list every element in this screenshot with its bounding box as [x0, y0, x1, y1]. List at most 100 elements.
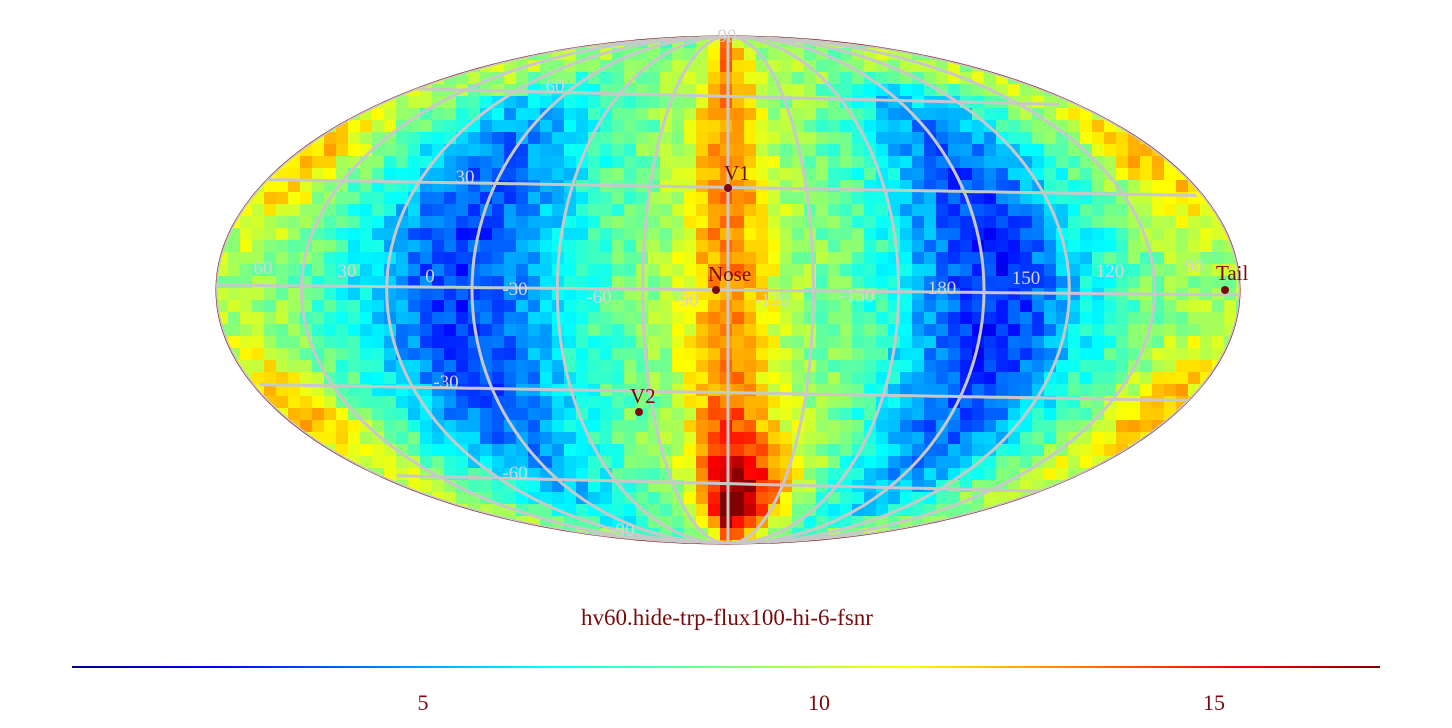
flux-pixel [948, 300, 961, 313]
flux-pixel [720, 216, 733, 229]
flux-pixel [1212, 228, 1225, 241]
flux-pixel [708, 60, 721, 73]
flux-pixel [996, 216, 1009, 229]
flux-pixel [1224, 264, 1237, 277]
flux-pixel [348, 264, 361, 277]
flux-pixel [696, 384, 709, 397]
flux-pixel [516, 108, 529, 121]
flux-pixel [1056, 144, 1069, 157]
flux-pixel [936, 264, 949, 277]
flux-pixel [240, 312, 253, 325]
flux-pixel [912, 84, 925, 97]
flux-pixel [924, 420, 937, 433]
flux-pixel [1200, 240, 1213, 253]
flux-pixel [1164, 348, 1177, 361]
flux-pixel [312, 252, 325, 265]
flux-pixel [516, 168, 529, 181]
flux-pixel [996, 420, 1009, 433]
map-title: hv60.hide-trp-flux100-hi-6-fsnr [581, 605, 873, 630]
flux-pixel [948, 276, 961, 289]
flux-pixel [768, 312, 781, 325]
flux-pixel [540, 528, 553, 541]
flux-pixel [696, 300, 709, 313]
flux-pixel [912, 144, 925, 157]
flux-pixel [984, 492, 997, 505]
flux-pixel [492, 324, 505, 337]
flux-pixel [228, 288, 241, 301]
flux-pixel [816, 240, 829, 253]
flux-pixel [528, 240, 541, 253]
flux-pixel [876, 228, 889, 241]
flux-pixel [516, 264, 529, 277]
flux-pixel [432, 216, 445, 229]
flux-pixel [744, 84, 757, 97]
flux-pixel [300, 360, 313, 373]
flux-pixel [684, 312, 697, 325]
flux-pixel [672, 360, 685, 373]
flux-pixel [708, 348, 721, 361]
flux-pixel [768, 228, 781, 241]
flux-pixel [408, 264, 421, 277]
flux-pixel [660, 204, 673, 217]
flux-pixel [432, 252, 445, 265]
flux-pixel [708, 108, 721, 121]
flux-pixel [660, 348, 673, 361]
flux-pixel [972, 384, 985, 397]
flux-pixel [1188, 300, 1201, 313]
flux-pixel [876, 528, 889, 541]
flux-pixel [276, 264, 289, 277]
flux-pixel [576, 132, 589, 145]
flux-pixel [696, 336, 709, 349]
flux-pixel [1044, 180, 1057, 193]
flux-pixel [504, 240, 517, 253]
flux-pixel [720, 312, 733, 325]
flux-pixel [600, 300, 613, 313]
flux-pixel [864, 336, 877, 349]
flux-pixel [600, 408, 613, 421]
flux-pixel [708, 48, 721, 61]
flux-pixel [288, 348, 301, 361]
flux-pixel [564, 168, 577, 181]
flux-pixel [396, 96, 409, 109]
flux-pixel [816, 108, 829, 121]
flux-pixel [1152, 372, 1165, 385]
flux-pixel [444, 120, 457, 133]
flux-pixel [372, 336, 385, 349]
flux-pixel [828, 132, 841, 145]
flux-pixel [1020, 252, 1033, 265]
flux-pixel [804, 432, 817, 445]
flux-pixel [732, 252, 745, 265]
flux-pixel [312, 240, 325, 253]
flux-pixel [804, 72, 817, 85]
flux-pixel [828, 120, 841, 133]
flux-pixel [612, 216, 625, 229]
flux-pixel [840, 240, 853, 253]
flux-pixel [492, 360, 505, 373]
flux-pixel [1032, 384, 1045, 397]
flux-pixel [324, 156, 337, 169]
flux-pixel [852, 324, 865, 337]
flux-pixel [456, 264, 469, 277]
flux-pixel [324, 216, 337, 229]
flux-pixel [792, 456, 805, 469]
flux-pixel [684, 492, 697, 505]
flux-pixel [540, 60, 553, 73]
flux-pixel [816, 204, 829, 217]
flux-pixel [924, 216, 937, 229]
flux-pixel [948, 348, 961, 361]
flux-pixel [780, 276, 793, 289]
flux-pixel [672, 288, 685, 301]
flux-pixel [912, 384, 925, 397]
flux-pixel [348, 312, 361, 325]
flux-pixel [1164, 276, 1177, 289]
flux-pixel [876, 348, 889, 361]
flux-pixel [900, 228, 913, 241]
flux-pixel [636, 420, 649, 433]
flux-pixel [612, 300, 625, 313]
flux-pixel [876, 456, 889, 469]
parallel-label: 60 [546, 76, 565, 97]
flux-pixel [588, 468, 601, 481]
flux-pixel [1152, 228, 1165, 241]
flux-pixel [804, 456, 817, 469]
flux-pixel [984, 420, 997, 433]
